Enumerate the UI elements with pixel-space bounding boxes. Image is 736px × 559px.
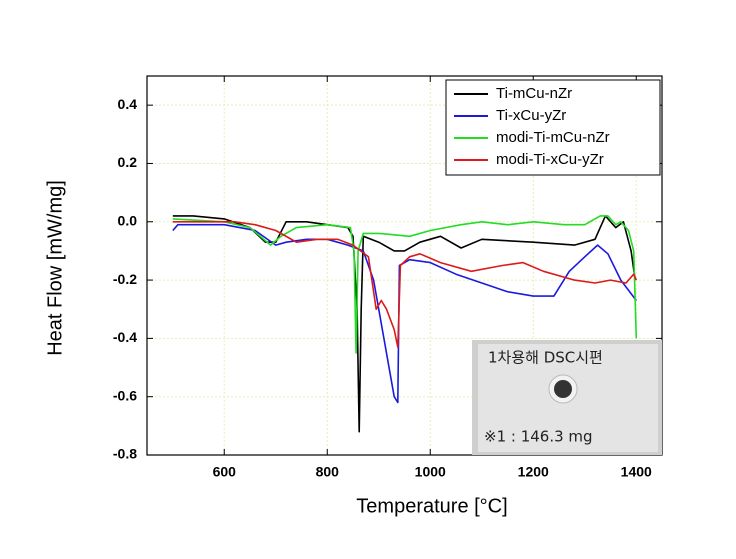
x-tick-label: 1400 (621, 464, 652, 480)
plot-frame (146, 75, 663, 456)
x-axis-label: Temperature [°C] (356, 495, 507, 517)
x-tick-label: 600 (213, 464, 237, 480)
inset-text: ※1 : 146.3 mg (484, 428, 593, 446)
y-tick-label: -0.8 (113, 446, 137, 462)
y-tick-label: 0.2 (118, 154, 138, 170)
y-tick-label: 0.0 (118, 212, 138, 228)
y-tick-label: -0.6 (113, 387, 137, 403)
x-tick-label: 1000 (415, 464, 446, 480)
specimen-core (554, 380, 572, 398)
legend-label: modi-Ti-mCu-nZr (496, 129, 610, 146)
y-tick-label: -0.2 (113, 271, 137, 287)
y-axis-label: Heat Flow [mW/mg] (44, 180, 66, 356)
legend-label: modi-Ti-xCu-yZr (496, 151, 604, 168)
legend-label: Ti-xCu-yZr (496, 107, 566, 124)
x-tick-label: 800 (316, 464, 340, 480)
legend-label: Ti-mCu-nZr (496, 85, 572, 102)
y-tick-label: 0.4 (118, 96, 138, 112)
x-tick-label: 1200 (518, 464, 549, 480)
inset-photo: 1차용해 DSC시편 ※1 : 146.3 mg (472, 340, 662, 455)
y-tick-label: -0.4 (113, 329, 137, 345)
series-line (172, 215, 638, 354)
inset-text: 1차용해 DSC시편 (488, 349, 603, 367)
series-line (172, 221, 638, 348)
